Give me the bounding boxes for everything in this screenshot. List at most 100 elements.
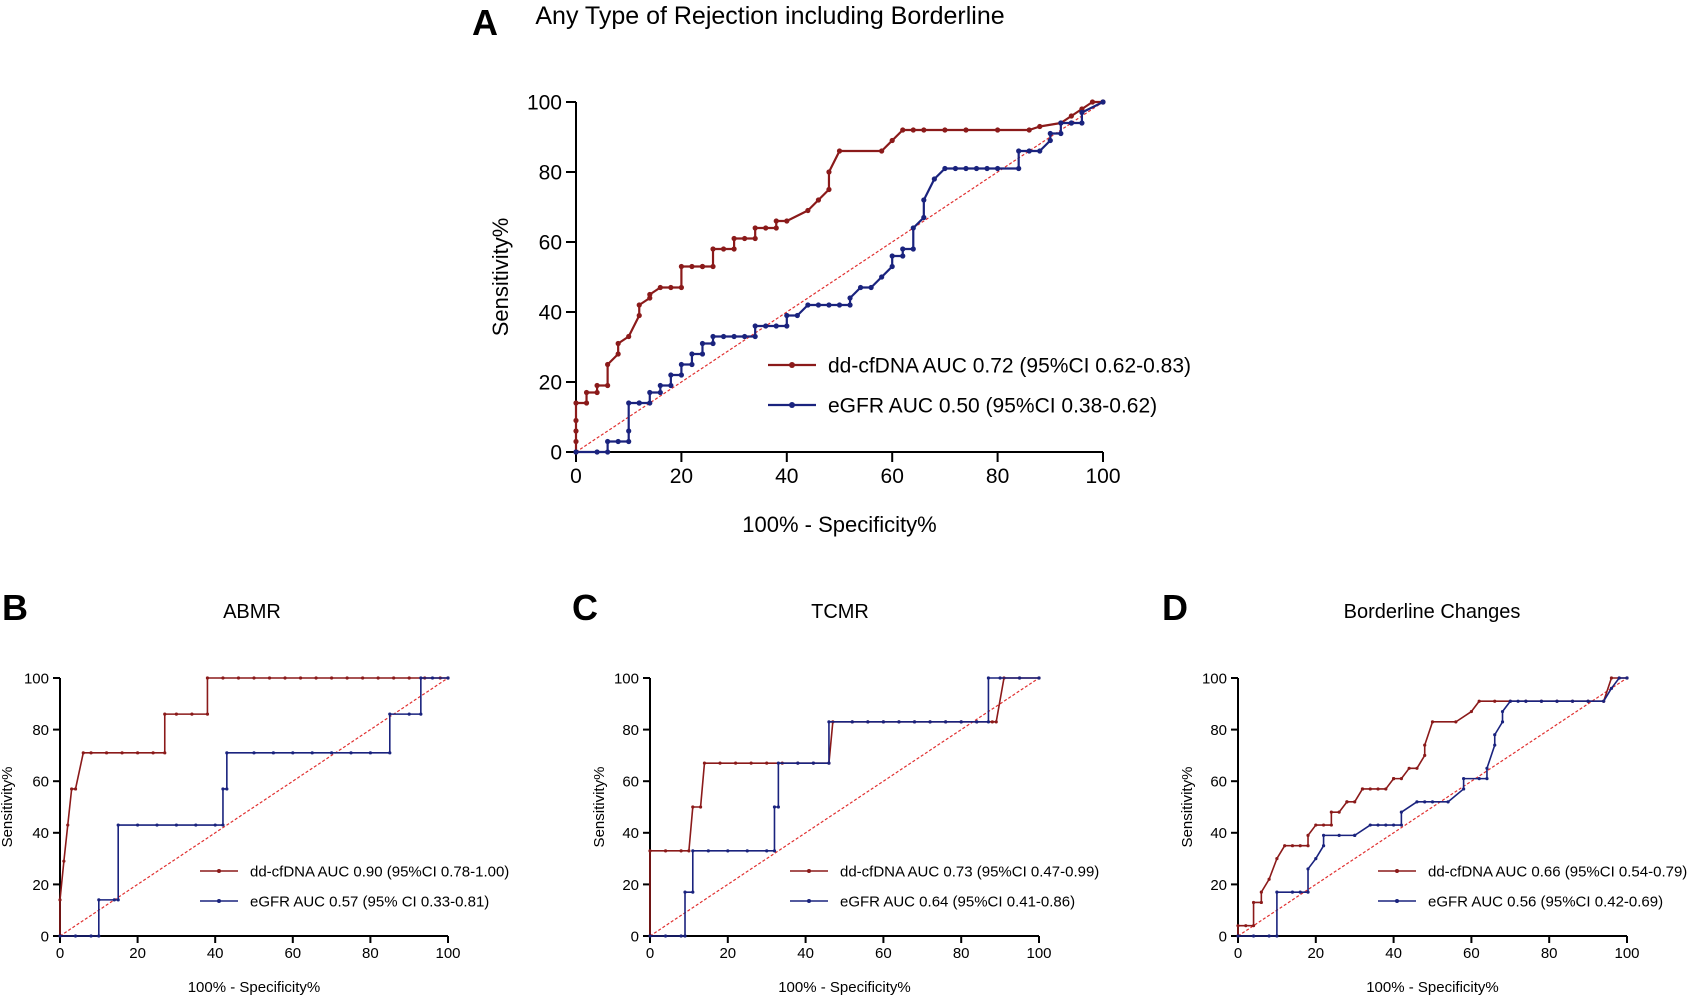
panel-a-series-egfr-point bbox=[889, 263, 895, 270]
panel-a-series-ddcfdna-point bbox=[815, 197, 822, 203]
panel-a-series-egfr-point bbox=[942, 165, 948, 172]
panel-a-series-ddcfdna-point bbox=[573, 428, 579, 434]
panel-d-series-egfr-point bbox=[1625, 676, 1629, 680]
panel-d-series-egfr-point bbox=[1493, 733, 1497, 737]
panel-d-y-tick-label: 20 bbox=[1210, 877, 1227, 894]
panel-c-series-egfr-point bbox=[691, 890, 695, 894]
panel-a-x-tick-label: 80 bbox=[986, 465, 1009, 488]
panel-d-series-ddcfdna-point bbox=[1454, 720, 1458, 724]
panel-b-series-ddcfdna-point bbox=[120, 751, 124, 755]
panel-a-series-ddcfdna-point bbox=[910, 127, 916, 133]
panel-a-series-egfr-point bbox=[763, 323, 769, 329]
panel-c-y-tick-label: 60 bbox=[622, 774, 639, 791]
panel-a-series-egfr-point bbox=[963, 165, 969, 172]
panel-a-series-ddcfdna-point bbox=[583, 389, 590, 396]
panel-c-series-ddcfdna-point bbox=[648, 849, 652, 853]
panel-a-series-egfr-point bbox=[647, 389, 653, 396]
panel-d-series-ddcfdna-point bbox=[1368, 787, 1372, 791]
panel-c-series-ddcfdna-point bbox=[691, 805, 695, 809]
panel-b-series-egfr-point bbox=[97, 898, 101, 902]
panel-c-series-egfr-point bbox=[912, 720, 917, 724]
panel-a-series-ddcfdna-point bbox=[1037, 123, 1043, 130]
panel-c-x-tick-label: 40 bbox=[797, 945, 814, 962]
panel-a-series-ddcfdna-point bbox=[1026, 127, 1032, 133]
panel-a-series-egfr-point bbox=[847, 295, 853, 301]
panel-a-series-ddcfdna-point bbox=[594, 389, 600, 396]
panel-d-series-ddcfdna-point bbox=[1244, 924, 1248, 928]
panel-a-series-egfr-point bbox=[657, 389, 663, 396]
panel-c-plot: 0 20 40 60 80 100 0 20 40 60 80 100 100% - Specifici… bbox=[591, 670, 1099, 996]
panel-d-series-ddcfdna-legend-label: dd-cfDNA AUC 0.66 (95%CI 0.54-0.79) bbox=[1428, 863, 1687, 880]
panel-a-series-ddcfdna-point bbox=[826, 186, 832, 193]
panel-b-y-axis-label: Sensitivity% bbox=[0, 767, 16, 848]
panel-b-x-tick-label: 80 bbox=[362, 945, 379, 962]
panel-a-series-egfr-point bbox=[879, 274, 885, 280]
panel-d-y-tick-label: 40 bbox=[1210, 825, 1227, 842]
panel-a-series-ddcfdna-legend-label: dd-cfDNA AUC 0.72 (95%CI 0.62-0.83) bbox=[828, 355, 1191, 378]
panel-a-series-egfr-point bbox=[921, 197, 927, 203]
panel-b-series-ddcfdna-point bbox=[58, 898, 62, 902]
panel-a-series-egfr-point bbox=[910, 225, 916, 231]
panel-a-series-egfr-point bbox=[984, 165, 990, 172]
panel-b-series-ddcfdna-point bbox=[70, 787, 74, 791]
panel-b-series-egfr-point bbox=[221, 823, 225, 827]
panel-a-series-ddcfdna-point bbox=[836, 148, 843, 154]
panel-c-series-egfr-point bbox=[928, 720, 932, 724]
panel-b-x-axis-label: 100% - Specificity% bbox=[188, 979, 321, 996]
panel-c-series-egfr-point bbox=[986, 676, 991, 680]
panel-d-series-egfr-point bbox=[1477, 777, 1481, 781]
panel-b-series-egfr-point bbox=[419, 712, 423, 716]
panel-a-series-egfr-point bbox=[710, 340, 716, 347]
panel-b-series-ddcfdna-point bbox=[66, 823, 70, 827]
panel-a-series-egfr-point bbox=[889, 253, 895, 259]
panel-d-series-ddcfdna-point bbox=[1384, 787, 1388, 791]
panel-a-series-egfr-point bbox=[805, 302, 811, 308]
panel-c-series-egfr-point bbox=[866, 720, 870, 724]
panel-b-series-ddcfdna-legend-marker bbox=[217, 869, 221, 873]
panel-d-series-egfr-point bbox=[1392, 823, 1396, 827]
panel-b-series-ddcfdna-point bbox=[330, 676, 334, 680]
panel-d-series-egfr-point bbox=[1415, 800, 1419, 804]
panel-a-series-egfr-point bbox=[668, 382, 674, 389]
panel-a-y-tick-label: 20 bbox=[539, 372, 562, 395]
panel-d-series-egfr-point bbox=[1399, 810, 1403, 814]
panel-a-series-ddcfdna-point bbox=[784, 218, 790, 224]
panel-d-x-tick-label: 0 bbox=[1234, 945, 1242, 962]
panel-b-series-egfr-point bbox=[252, 751, 256, 755]
panel-b-reference-line bbox=[59, 677, 449, 937]
panel-d-x-tick-label: 40 bbox=[1385, 945, 1402, 962]
panel-a-series-egfr-point bbox=[1047, 137, 1053, 144]
panel-d-title: Borderline Changes bbox=[1344, 601, 1521, 623]
panel-b-y-tick-label: 80 bbox=[32, 722, 49, 739]
panel-b-series-ddcfdna-line bbox=[59, 677, 448, 936]
panel-c-series-egfr-point bbox=[998, 676, 1002, 680]
panel-a-series-ddcfdna-point bbox=[752, 235, 758, 242]
panel-d-series-ddcfdna-point bbox=[1430, 720, 1435, 724]
panel-a-series-egfr-point bbox=[931, 176, 937, 182]
panel-b-series-ddcfdna-point bbox=[190, 712, 194, 716]
panel-c-reference-line bbox=[649, 677, 1040, 937]
panel-c-series-egfr-point bbox=[663, 934, 668, 938]
panel-c-letter: C bbox=[572, 587, 598, 628]
panel-a-series-egfr-point bbox=[605, 438, 611, 445]
panel-d-series-egfr-point bbox=[1399, 823, 1403, 827]
panel-a-series-ddcfdna-point bbox=[879, 148, 885, 154]
panel-d-series-egfr-point bbox=[1500, 720, 1505, 724]
panel-d-series-egfr-point bbox=[1485, 777, 1489, 781]
panel-d-series-ddcfdna-point bbox=[1376, 787, 1380, 791]
panel-d: D Borderline Changes 0 20 40 60 80 100 0 20 40 60… bbox=[1162, 587, 1687, 996]
panel-a-series-egfr-point bbox=[847, 302, 853, 308]
panel-b-series-egfr-point bbox=[155, 823, 159, 827]
panel-c-series-egfr-point bbox=[679, 934, 683, 938]
panel-b-series-ddcfdna-point bbox=[81, 751, 85, 755]
panel-a-series-ddcfdna-point bbox=[583, 400, 590, 406]
panel-b-series-egfr-point bbox=[446, 676, 450, 680]
panel-d-series-ddcfdna-point bbox=[1306, 833, 1310, 837]
panel-d-series-ddcfdna-point bbox=[1477, 699, 1481, 703]
panel-d-y-tick-label: 0 bbox=[1219, 928, 1227, 945]
panel-a-series-ddcfdna-point bbox=[826, 169, 832, 175]
panel-b-title: ABMR bbox=[223, 601, 281, 623]
panel-c-series-ddcfdna-legend-marker bbox=[807, 869, 811, 873]
panel-d-series-ddcfdna-point bbox=[1329, 823, 1333, 827]
panel-a-series-ddcfdna-point bbox=[594, 382, 600, 389]
